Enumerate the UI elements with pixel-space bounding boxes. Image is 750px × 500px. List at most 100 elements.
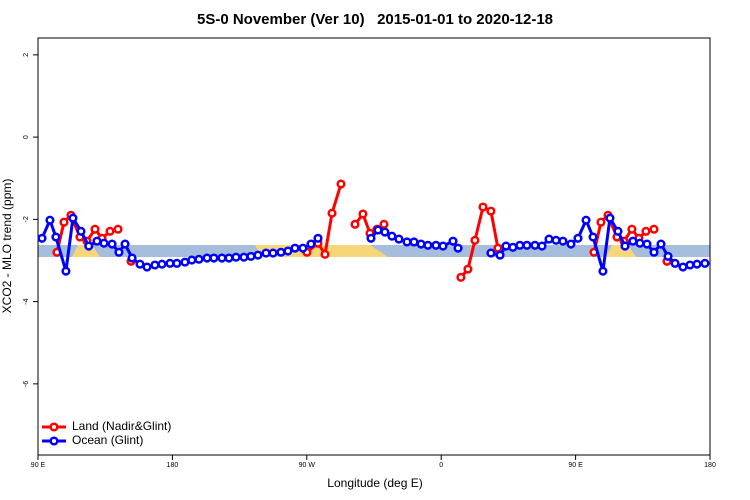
x-tick-label: 180 [704, 462, 716, 469]
point [68, 213, 78, 223]
point [92, 236, 102, 246]
point [327, 208, 337, 218]
point [150, 260, 160, 270]
point [276, 247, 286, 257]
point [246, 251, 256, 261]
point [224, 253, 234, 263]
point [588, 232, 598, 242]
y-tick-label: -4 [23, 298, 30, 304]
point [387, 231, 397, 241]
point [448, 236, 458, 246]
point [431, 240, 441, 250]
x-tick-label: 90 E [31, 462, 46, 469]
point [627, 224, 637, 234]
point [202, 253, 212, 263]
point [581, 215, 591, 225]
x-tick-label: 90 E [568, 462, 583, 469]
point [635, 238, 645, 248]
point [478, 202, 488, 212]
point [187, 255, 197, 265]
point [685, 260, 695, 270]
point [394, 234, 404, 244]
point [463, 264, 473, 274]
point [268, 248, 278, 258]
point [456, 272, 466, 282]
point [350, 219, 360, 229]
point [379, 219, 389, 229]
point [84, 241, 94, 251]
legend-label: Ocean (Glint) [72, 433, 143, 447]
point [508, 242, 518, 252]
point [107, 239, 117, 249]
x-axis-label: Longitude (deg E) [327, 476, 422, 490]
point [135, 259, 145, 269]
point [515, 240, 525, 250]
point [692, 259, 702, 269]
point [165, 258, 175, 268]
band-land [72, 245, 100, 257]
point [416, 239, 426, 249]
point [380, 227, 390, 237]
point [172, 258, 182, 268]
point [402, 237, 412, 247]
point [700, 258, 710, 268]
point [522, 240, 532, 250]
point [678, 262, 688, 272]
point [90, 224, 100, 234]
point [573, 233, 583, 243]
point [283, 246, 293, 256]
point [641, 226, 651, 236]
point [649, 247, 659, 257]
legend: Land (Nadir&Glint)Ocean (Glint) [42, 419, 171, 447]
point [320, 249, 330, 259]
plot-frame [37, 37, 711, 456]
point [99, 238, 109, 248]
point [663, 251, 673, 261]
y-axis-label: XCO2 - MLO trend (ppm) [0, 179, 14, 314]
point [120, 239, 130, 249]
y-tick-label: -6 [23, 381, 30, 387]
point [59, 217, 69, 227]
x-tick-label: 90 W [299, 462, 316, 469]
y-tick-label: 0 [23, 135, 30, 139]
point [423, 240, 433, 250]
point [642, 239, 652, 249]
point [605, 213, 615, 223]
point [566, 239, 576, 249]
legend-marker [49, 436, 59, 446]
point [209, 253, 219, 263]
chart-title: 5S-0 November (Ver 10) 2015-01-01 to 202… [197, 11, 553, 28]
point [105, 226, 115, 236]
point [76, 226, 86, 236]
point [113, 224, 123, 234]
point [45, 215, 55, 225]
point [613, 226, 623, 236]
point [290, 243, 300, 253]
point [373, 225, 383, 235]
point [366, 233, 376, 243]
point [438, 241, 448, 251]
point [261, 248, 271, 258]
point [501, 241, 511, 251]
point [558, 236, 568, 246]
point [530, 240, 540, 250]
point [544, 234, 554, 244]
point [336, 179, 346, 189]
point [486, 248, 496, 258]
point [194, 254, 204, 264]
point [51, 232, 61, 242]
point [486, 206, 496, 216]
point [180, 257, 190, 267]
surface-band [38, 245, 710, 257]
legend-marker [49, 422, 59, 432]
point [670, 258, 680, 268]
legend-label: Land (Nadir&Glint) [72, 419, 171, 433]
point [239, 252, 249, 262]
y-tick-label: 2 [23, 53, 30, 57]
point [649, 224, 659, 234]
x-tick-label: 180 [167, 462, 179, 469]
point [453, 243, 463, 253]
point [217, 253, 227, 263]
point [313, 233, 323, 243]
